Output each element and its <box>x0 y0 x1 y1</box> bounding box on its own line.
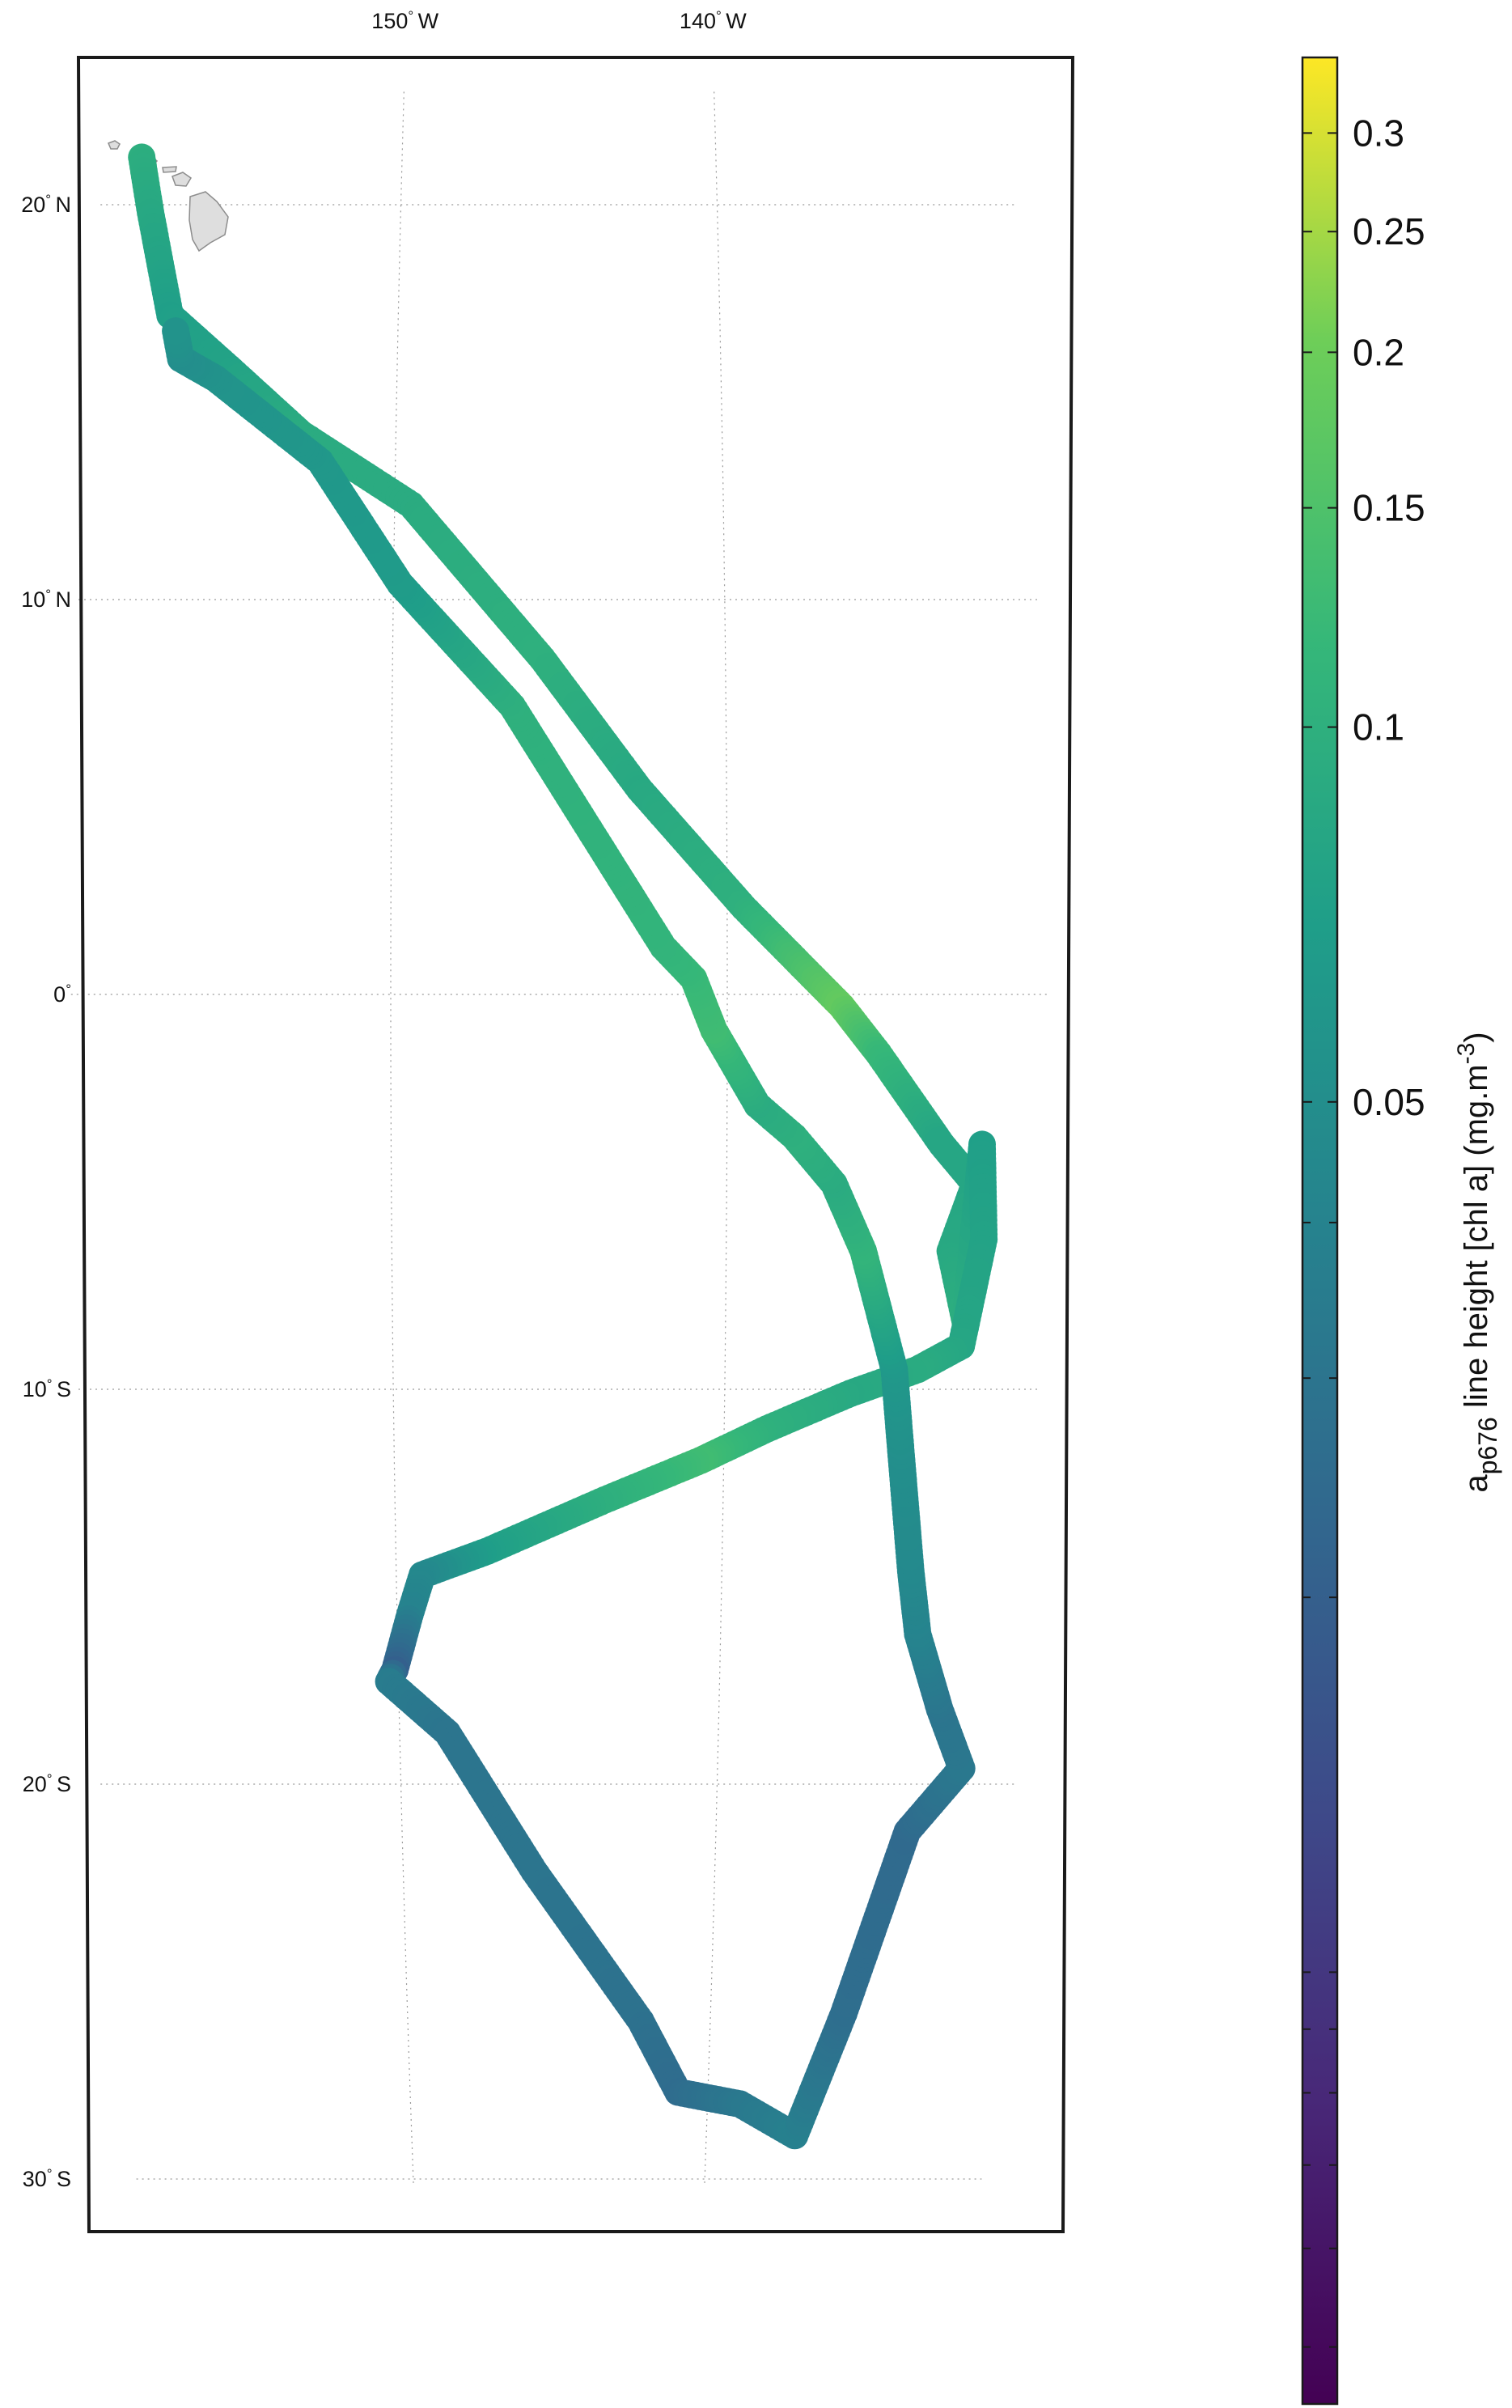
island-hawaii <box>188 191 229 252</box>
colorbar-title-a: a <box>1459 1474 1494 1493</box>
colorbar-labeled-ticks: 0.05 0.1 0.15 0.2 0.25 0.3 <box>1302 112 1425 1123</box>
colorbar-title-end: ) <box>1459 1032 1494 1042</box>
latitude-label: 0° <box>53 981 71 1007</box>
colorbar-title-subscript: p676 <box>1473 1417 1502 1474</box>
latitude-label: 30° S <box>23 2166 71 2191</box>
colorbar-tick-label: 0.15 <box>1353 487 1425 529</box>
colorbar-title-main: line height [chl a] (mg.m <box>1459 1064 1494 1417</box>
latitude-label: 10° N <box>21 587 71 612</box>
colorbar-tick-label: 0.1 <box>1353 706 1404 748</box>
colorbar-minor-ticks <box>1302 1221 1337 2348</box>
latitude-label: 20° N <box>21 192 71 217</box>
graticule <box>70 90 1048 2183</box>
colorbar: 0.05 0.1 0.15 0.2 0.25 0.3 ap676 line height … <box>1301 56 1502 2406</box>
colorbar-title-superscript: -3 <box>1453 1043 1480 1065</box>
longitude-label: 140° W <box>680 8 747 33</box>
hawaii-landmass <box>108 140 229 252</box>
island-kauai <box>108 140 121 150</box>
track-point <box>162 317 190 346</box>
colorbar-tick-label: 0.3 <box>1353 112 1404 154</box>
longitude-labels: 150° W 140° W <box>371 8 747 33</box>
latitude-label: 10° S <box>23 1376 71 1401</box>
island-maui <box>172 172 193 187</box>
colorbar-title: ap676 line height [chl a] (mg.m-3) <box>1453 1032 1502 1492</box>
latitude-label: 20° S <box>23 1771 71 1796</box>
colorbar-tick-label: 0.25 <box>1353 210 1425 252</box>
colorbar-tick-label: 0.2 <box>1353 331 1404 373</box>
map-panel: 150° W 140° W 20° N 10° N 0° 10° S 20° S 30° S <box>21 8 1075 2233</box>
colorbar-gradient <box>1302 57 1337 2404</box>
island-molokai <box>162 166 177 173</box>
cruise-track <box>128 143 998 2150</box>
map-frame <box>76 56 1075 2233</box>
colorbar-tick-label: 0.05 <box>1353 1081 1425 1123</box>
colorbar-frame <box>1301 56 1339 2406</box>
latitude-labels: 20° N 10° N 0° 10° S 20° S 30° S <box>21 192 71 2191</box>
longitude-label: 150° W <box>371 8 438 33</box>
